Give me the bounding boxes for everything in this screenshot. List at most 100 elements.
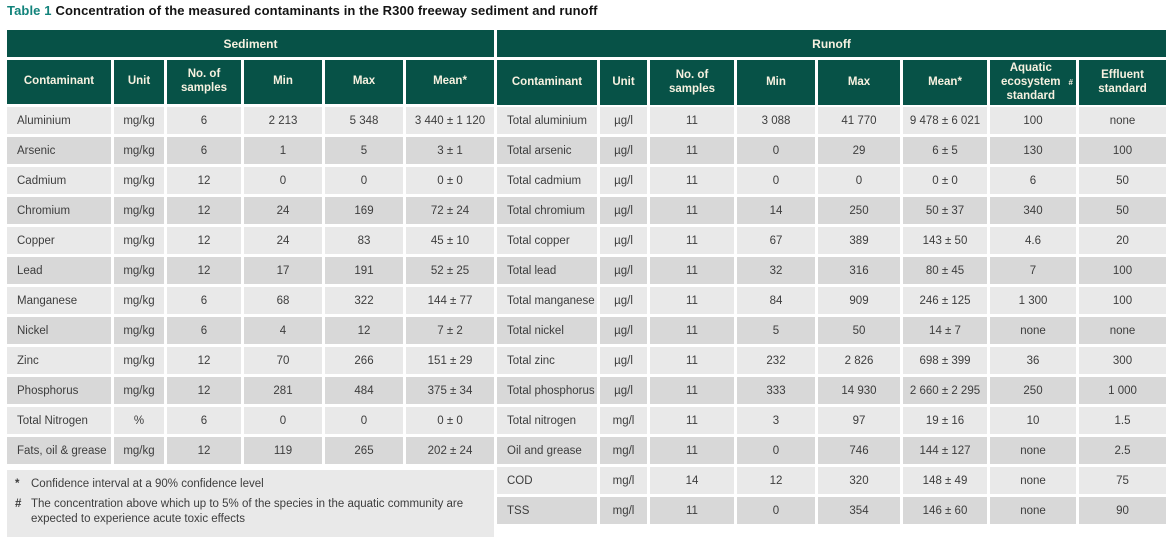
value-cell: 232	[737, 347, 815, 374]
value-cell: 19 ± 16	[903, 407, 987, 434]
value-cell: 909	[818, 287, 900, 314]
table-row: Lead mg/kg 12 17 191 52 ± 25	[7, 257, 494, 284]
runoff-section-header: Runoff	[497, 30, 1166, 57]
value-cell: 17	[244, 257, 322, 284]
value-cell: 9 478 ± 6 021	[903, 107, 987, 134]
contaminant-cell: Total phosphorus	[497, 377, 597, 404]
footnote-marker-hash: #	[15, 497, 22, 510]
runoff-rows: Total aluminium µg/l 11 3 088 41 770 9 478 ± …	[497, 107, 1166, 524]
value-cell: µg/l	[600, 197, 647, 224]
table-row: Total Nitrogen% 6 0 0 0 ± 0	[7, 407, 494, 434]
value-cell: 12	[167, 437, 241, 464]
value-cell: 0	[737, 437, 815, 464]
table-row: Zinc mg/kg 12 70 266 151 ± 29	[7, 347, 494, 374]
footnote-confidence: * Confidence interval at a 90% confidenc…	[15, 477, 484, 493]
table-row: Total nitrogen mg/l 11 3 97 19 ± 16 10 1.5	[497, 407, 1166, 434]
value-cell: 340	[990, 197, 1076, 224]
value-cell: 5	[737, 317, 815, 344]
value-cell: 10	[990, 407, 1076, 434]
value-cell: none	[1079, 317, 1166, 344]
value-cell: 320	[818, 467, 900, 494]
value-cell: 281	[244, 377, 322, 404]
value-cell: 144 ± 77	[406, 287, 494, 314]
table-row: Phosphorus mg/kg 12 281 484 375 ± 34	[7, 377, 494, 404]
value-cell: 12	[167, 257, 241, 284]
contaminant-cell: Total aluminium	[497, 107, 597, 134]
table-row: Total copper µg/l 11 67 389 143 ± 50 4.6 20	[497, 227, 1166, 254]
table-row: Total nickel µg/l 11 5 50 14 ± 7 none none	[497, 317, 1166, 344]
value-cell: 6 ± 5	[903, 137, 987, 164]
value-cell: 2 826	[818, 347, 900, 374]
table-row: Nickel mg/kg 6 4 12 7 ± 2	[7, 317, 494, 344]
value-cell: none	[990, 437, 1076, 464]
value-cell: 68	[244, 287, 322, 314]
contaminant-cell: Total nitrogen	[497, 407, 597, 434]
value-cell: mg/kg	[114, 107, 164, 134]
value-cell: 97	[818, 407, 900, 434]
value-cell: 12	[167, 227, 241, 254]
value-cell: 375 ± 34	[406, 377, 494, 404]
value-cell: 84	[737, 287, 815, 314]
value-cell: mg/kg	[114, 137, 164, 164]
table-row: Total chromium µg/l 11 14 250 50 ± 37 340 50	[497, 197, 1166, 224]
value-cell: 6	[167, 317, 241, 344]
runoff-header-samples: No. of samples	[650, 60, 734, 106]
table-row: Total manganese µg/l 11 84 909 246 ± 125 1 300…	[497, 287, 1166, 314]
table-caption-label: Table 1	[7, 3, 52, 18]
runoff-header-effluent-standard: Effluent standard	[1079, 60, 1166, 106]
contaminant-cell: TSS	[497, 497, 597, 524]
value-cell: 2.5	[1079, 437, 1166, 464]
contaminant-cell: Total nickel	[497, 317, 597, 344]
value-cell: 146 ± 60	[903, 497, 987, 524]
value-cell: mg/kg	[114, 437, 164, 464]
value-cell: 6	[990, 167, 1076, 194]
value-cell: 354	[818, 497, 900, 524]
value-cell: 1 000	[1079, 377, 1166, 404]
value-cell: 24	[244, 197, 322, 224]
value-cell: µg/l	[600, 257, 647, 284]
value-cell: 119	[244, 437, 322, 464]
value-cell: 333	[737, 377, 815, 404]
contaminant-cell: Total zinc	[497, 347, 597, 374]
contaminant-cell: Arsenic	[7, 137, 111, 164]
value-cell: mg/l	[600, 407, 647, 434]
value-cell: 12	[167, 167, 241, 194]
value-cell: 11	[650, 287, 734, 314]
value-cell: 100	[1079, 257, 1166, 284]
table-row: COD mg/l 14 12 320 148 ± 49 none 75	[497, 467, 1166, 494]
contaminant-cell: Zinc	[7, 347, 111, 374]
value-cell: 100	[1079, 287, 1166, 314]
runoff-header-max: Max	[818, 60, 900, 106]
value-cell: 148 ± 49	[903, 467, 987, 494]
value-cell: 50	[1079, 197, 1166, 224]
contaminant-cell: Nickel	[7, 317, 111, 344]
value-cell: 80 ± 45	[903, 257, 987, 284]
runoff-column-headers: Contaminant Unit No. of samples Min Max …	[497, 60, 1166, 106]
value-cell: 0	[325, 407, 403, 434]
value-cell: µg/l	[600, 167, 647, 194]
value-cell: 0	[818, 167, 900, 194]
table-row: Total cadmium µg/l 11 0 0 0 ± 0 6 50	[497, 167, 1166, 194]
value-cell: 50	[818, 317, 900, 344]
sediment-header-mean: Mean*	[406, 60, 494, 104]
value-cell: 0	[244, 407, 322, 434]
value-cell: mg/kg	[114, 347, 164, 374]
value-cell: 6	[167, 107, 241, 134]
table-row: Total lead µg/l 11 32 316 80 ± 45 7 100	[497, 257, 1166, 284]
value-cell: none	[990, 317, 1076, 344]
table-row: Fats, oil & grease mg/kg 12 119 265 202 ± 24	[7, 437, 494, 464]
table-caption: Table 1 Concentration of the measured con…	[7, 3, 598, 18]
value-cell: 3 ± 1	[406, 137, 494, 164]
value-cell: 316	[818, 257, 900, 284]
value-cell: 1	[244, 137, 322, 164]
value-cell: 100	[1079, 137, 1166, 164]
contaminant-cell: Oil and grease	[497, 437, 597, 464]
value-cell: 14	[650, 467, 734, 494]
value-cell: 322	[325, 287, 403, 314]
sediment-header-samples: No. of samples	[167, 60, 241, 104]
value-cell: 12	[167, 197, 241, 224]
value-cell: mg/kg	[114, 317, 164, 344]
value-cell: 130	[990, 137, 1076, 164]
runoff-header-aquatic-standard: Aquatic ecosystem standard #	[990, 60, 1076, 106]
value-cell: µg/l	[600, 287, 647, 314]
